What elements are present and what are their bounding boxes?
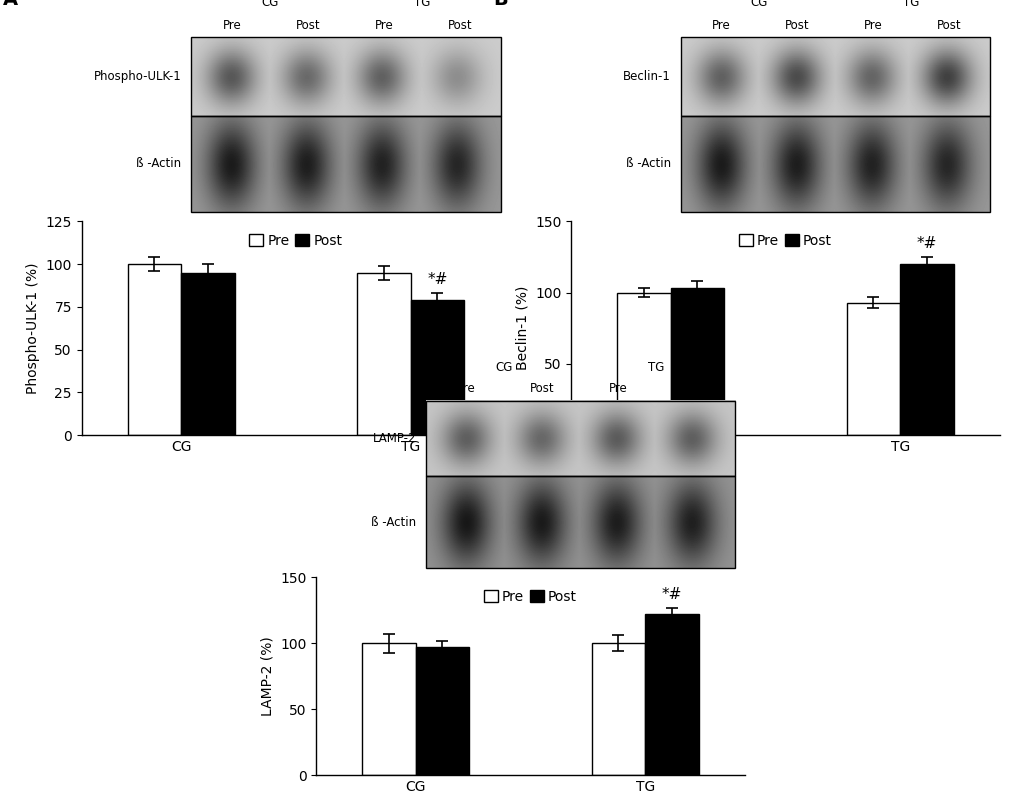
Text: Phospho-ULK-1: Phospho-ULK-1 bbox=[94, 70, 181, 83]
Y-axis label: Phospho-ULK-1 (%): Phospho-ULK-1 (%) bbox=[25, 263, 40, 394]
Bar bbox=[425, 476, 735, 568]
Text: ß -Actin: ß -Actin bbox=[626, 157, 671, 170]
Bar bbox=[680, 116, 989, 212]
Text: LAMP-2: LAMP-2 bbox=[372, 432, 416, 445]
Legend: Pre, Post: Pre, Post bbox=[244, 229, 347, 254]
Text: Pre: Pre bbox=[863, 19, 881, 32]
Text: Pre: Pre bbox=[457, 383, 475, 396]
Text: CG: CG bbox=[261, 0, 278, 9]
Text: Post: Post bbox=[447, 19, 472, 32]
Bar bbox=[411, 300, 464, 435]
Text: ß -Actin: ß -Actin bbox=[137, 157, 181, 170]
Text: *#: *# bbox=[661, 587, 682, 602]
Text: CG: CG bbox=[495, 361, 513, 373]
Text: Post: Post bbox=[682, 383, 706, 396]
Text: Pre: Pre bbox=[222, 19, 240, 32]
Bar bbox=[616, 293, 671, 435]
Text: Post: Post bbox=[296, 19, 320, 32]
Bar bbox=[900, 264, 953, 435]
Bar bbox=[357, 273, 411, 435]
Bar bbox=[191, 37, 500, 116]
Bar bbox=[425, 401, 735, 476]
Text: Post: Post bbox=[530, 383, 554, 396]
Text: Beclin-1: Beclin-1 bbox=[623, 70, 671, 83]
Legend: Pre, Post: Pre, Post bbox=[733, 229, 837, 254]
Text: Pre: Pre bbox=[711, 19, 730, 32]
Bar bbox=[362, 643, 416, 775]
Text: B: B bbox=[492, 0, 507, 9]
Text: ß -Actin: ß -Actin bbox=[371, 516, 416, 529]
Text: *#: *# bbox=[916, 236, 936, 251]
Y-axis label: Beclin-1 (%): Beclin-1 (%) bbox=[515, 286, 529, 370]
Text: Post: Post bbox=[936, 19, 961, 32]
Bar bbox=[181, 273, 234, 435]
Text: TG: TG bbox=[413, 0, 430, 9]
Text: CG: CG bbox=[750, 0, 767, 9]
Text: TG: TG bbox=[647, 361, 664, 373]
Bar bbox=[416, 647, 469, 775]
Y-axis label: LAMP-2 (%): LAMP-2 (%) bbox=[260, 637, 274, 716]
Text: *#: *# bbox=[427, 272, 447, 287]
Bar bbox=[680, 37, 989, 116]
Text: Pre: Pre bbox=[374, 19, 392, 32]
Bar bbox=[644, 615, 698, 775]
Text: TG: TG bbox=[902, 0, 919, 9]
Text: C: C bbox=[219, 355, 233, 374]
Text: Pre: Pre bbox=[608, 383, 627, 396]
Text: Post: Post bbox=[785, 19, 809, 32]
Bar bbox=[127, 264, 181, 435]
Bar bbox=[671, 289, 723, 435]
Bar bbox=[191, 116, 500, 212]
Text: A: A bbox=[3, 0, 18, 9]
Bar bbox=[846, 303, 900, 435]
Legend: Pre, Post: Pre, Post bbox=[478, 585, 582, 610]
Bar bbox=[591, 643, 644, 775]
